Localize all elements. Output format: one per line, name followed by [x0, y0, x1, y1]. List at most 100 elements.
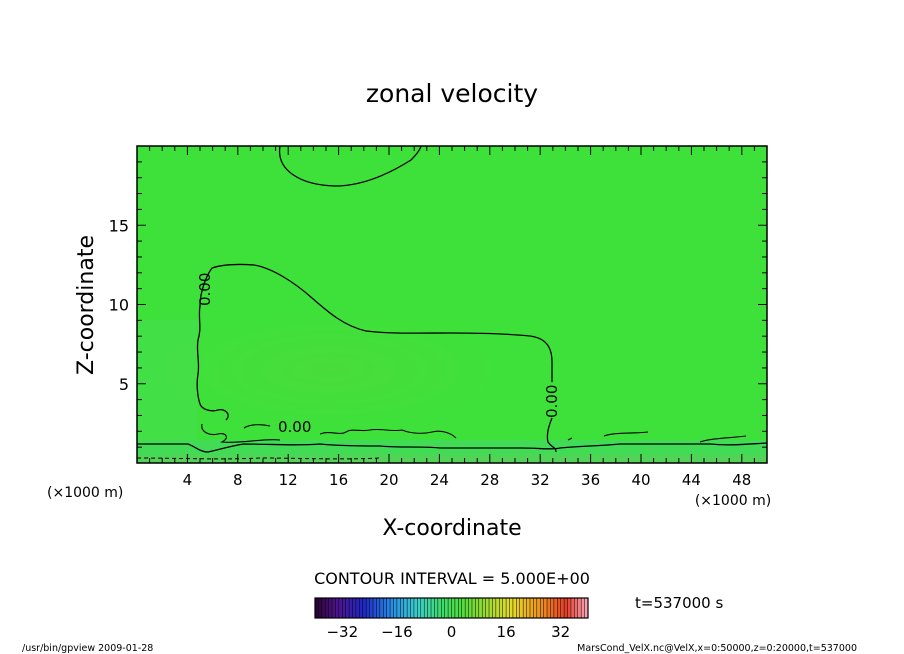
colorbar-swatch — [567, 598, 572, 618]
colorbar-swatch — [345, 598, 350, 618]
plot-area: 0.00 0.00 0.00 4 8 12 16 20 24 28 32 36 40 44 48 51… — [109, 145, 768, 489]
colorbar-swatch — [553, 598, 558, 618]
colorbar-swatch — [509, 598, 514, 618]
x-tick-label: 44 — [682, 471, 701, 489]
contour-label-right: 0.00 — [543, 385, 561, 418]
contour-dashed — [136, 457, 381, 460]
colorbar-swatch — [533, 598, 538, 618]
colorbar-swatch — [342, 598, 347, 618]
colorbar-swatch — [335, 598, 340, 618]
colorbar-ticks: −32 −16 0 16 32 — [326, 623, 570, 641]
colorbar-swatch — [369, 598, 374, 618]
colorbar-swatch — [584, 598, 589, 618]
contour-interval-text: CONTOUR INTERVAL = 5.000E+00 — [314, 569, 590, 588]
chart-title: zonal velocity — [366, 79, 538, 108]
x-tick-label: 16 — [329, 471, 348, 489]
colorbar-swatch — [325, 598, 329, 618]
colorbar-swatch — [465, 598, 469, 618]
colorbar-swatch — [373, 598, 377, 618]
colorbar-swatch — [570, 598, 575, 618]
colorbar-swatch — [471, 598, 476, 618]
colorbar-swatch — [318, 598, 323, 618]
contour-bottom-long — [137, 442, 768, 453]
colorbar-swatch — [536, 598, 541, 618]
colorbar-swatch — [581, 598, 585, 618]
colorbar-swatch — [417, 598, 422, 618]
colorbar-swatch — [519, 598, 524, 618]
x-tick-label: 4 — [183, 471, 193, 489]
footer-left: /usr/bin/gpview 2009-01-28 — [22, 643, 153, 654]
colorbar-swatch — [485, 598, 490, 618]
footer-right: MarsCond_VelX.nc@VelX,x=0:50000,z=0:2000… — [577, 643, 857, 654]
colorbar-swatch — [349, 598, 353, 618]
colorbar-swatch — [478, 598, 483, 618]
colorbar-swatch — [540, 598, 544, 618]
contour-top — [278, 145, 422, 187]
colorbar-swatch — [550, 598, 555, 618]
y-tick-label: 10 — [109, 296, 129, 315]
contour-label-bottom: 0.00 — [278, 418, 311, 436]
colorbar-frame — [314, 597, 589, 619]
x-tick-label: 48 — [732, 471, 751, 489]
colorbar-swatch — [523, 598, 527, 618]
colorbar-swatch — [482, 598, 486, 618]
colorbar-swatch — [492, 598, 497, 618]
contour-lower — [201, 423, 747, 443]
colorbar-swatch — [489, 598, 493, 618]
colorbar-swatch — [564, 598, 568, 618]
colorbar-swatch — [359, 598, 364, 618]
colorbar-swatch — [448, 598, 452, 618]
colorbar-tick-label: 16 — [497, 623, 516, 641]
x-tick-label: 12 — [279, 471, 298, 489]
x-tick-label: 8 — [233, 471, 243, 489]
colorbar-tick-label: −32 — [326, 623, 358, 641]
x-ticks: 4 8 12 16 20 24 28 32 36 40 44 48 — [149, 146, 755, 489]
colorbar-swatch — [328, 598, 333, 618]
colorbar-tick-label: −16 — [381, 623, 413, 641]
colorbar-swatch — [468, 598, 473, 618]
colorbar-swatch — [454, 598, 459, 618]
colorbar-swatch — [512, 598, 517, 618]
y-ticks: 5 10 15 — [109, 161, 767, 448]
colorbar-swatch — [431, 598, 435, 618]
colorbar-swatch — [547, 598, 551, 618]
colorbar-swatch — [379, 598, 384, 618]
contour-label-left: 0.00 — [196, 273, 214, 306]
colorbar-swatch — [441, 598, 445, 618]
colorbar-swatch — [400, 598, 405, 618]
colorbar-swatch — [386, 598, 391, 618]
x-tick-label: 28 — [480, 471, 499, 489]
x-axis-label: X-coordinate — [382, 516, 521, 541]
colorbar-swatch — [529, 598, 534, 618]
x-tick-label: 40 — [631, 471, 650, 489]
colorbar-swatch — [315, 598, 319, 618]
colorbar-swatch — [376, 598, 381, 618]
z-unit-label: (×1000 m) — [47, 485, 123, 501]
colorbar-swatch — [366, 598, 370, 618]
colorbar-swatch — [475, 598, 480, 618]
colorbar-swatch — [577, 598, 582, 618]
colorbar-swatch — [396, 598, 401, 618]
colorbar-swatch — [499, 598, 503, 618]
colorbar — [314, 597, 589, 619]
colorbar-swatch — [321, 598, 326, 618]
colorbar-swatch — [458, 598, 463, 618]
colorbar-swatch — [383, 598, 387, 618]
y-axis-label: Z-coordinate — [74, 235, 99, 375]
colorbar-swatch — [526, 598, 531, 618]
colorbar-swatch — [393, 598, 398, 618]
colorbar-swatch — [332, 598, 336, 618]
field-shade-center — [160, 310, 500, 430]
colorbar-swatch — [390, 598, 394, 618]
colorbar-swatch — [516, 598, 521, 618]
x-tick-label: 20 — [379, 471, 398, 489]
colorbar-swatch — [574, 598, 579, 618]
colorbar-swatch — [362, 598, 367, 618]
field-shade-left — [137, 320, 197, 440]
colorbar-swatch — [403, 598, 408, 618]
colorbar-swatch — [410, 598, 415, 618]
colorbar-swatch — [506, 598, 510, 618]
y-tick-label: 15 — [109, 216, 129, 235]
x-tick-label: 24 — [430, 471, 449, 489]
